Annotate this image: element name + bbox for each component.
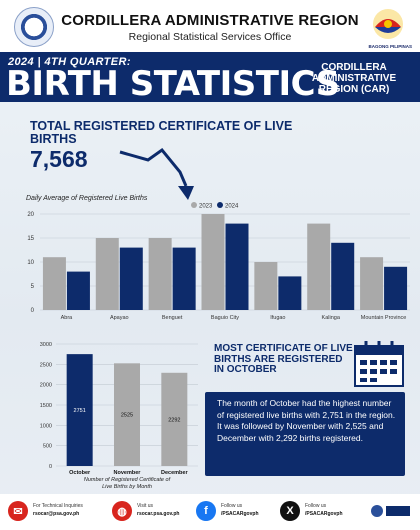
highlight-body: The month of October had the highest num… (217, 398, 396, 443)
chart-caption-line: Number of Registered Certificate of (84, 477, 171, 483)
highlight-box: The month of October had the highest num… (205, 392, 405, 476)
psa-seal-logo (14, 7, 54, 47)
highlight-title: MOST CERTIFICATE OF LIVE BIRTHS ARE REGI… (214, 343, 353, 375)
bar (114, 363, 140, 466)
x-tick-label: Benguet (162, 315, 183, 321)
footer: ✉ For Technical Inquiries rsocar@psa.gov… (0, 494, 420, 530)
banner-region: CORDILLERA ADMINISTRATIVE REGION (CAR) (311, 62, 397, 95)
x-tick-label: Kalinga (322, 315, 341, 321)
y-tick-label: 5 (31, 284, 35, 290)
x-tick-label: Abra (61, 315, 74, 321)
bar (95, 238, 119, 310)
y-tick-label: 1500 (40, 403, 52, 409)
legend-marker (217, 202, 223, 208)
bar (360, 257, 384, 310)
chart-caption: Number of Registered Certificate of Live … (84, 477, 171, 490)
footer-value: rsocar.psa.gov.ph (137, 511, 180, 517)
y-tick-label: 500 (43, 444, 52, 450)
bar (42, 257, 66, 310)
data-label: 2751 (74, 408, 86, 414)
legend-label: 2023 (199, 204, 213, 210)
bar (119, 247, 143, 310)
data-label: 2292 (168, 417, 180, 423)
partner-logos (371, 505, 410, 517)
footer-value: rsocar@psa.gov.ph (33, 511, 80, 517)
footer-value: /PSACARgovph (221, 511, 259, 517)
facebook-icon: f (196, 501, 216, 521)
y-tick-label: 2500 (40, 362, 52, 368)
y-tick-label: 10 (27, 260, 34, 266)
mail-icon: ✉ (8, 501, 28, 521)
bar (148, 238, 172, 310)
daily-average-chart: Daily Average of Registered Live Births 2… (26, 195, 410, 321)
y-tick-label: 2000 (40, 383, 52, 389)
bar (278, 276, 302, 310)
x-tick-label: Apayao (110, 315, 129, 321)
footer-label: Follow us (221, 503, 243, 509)
header-title: CORDILLERA ADMINISTRATIVE REGION (61, 12, 359, 29)
footer-label: Visit us (137, 503, 154, 509)
monthly-chart: 0 500 1000 1500 2000 2500 3000 2751 October 2525 N… (40, 342, 198, 490)
y-tick-label: 0 (31, 308, 35, 314)
footer-label: Follow us (305, 503, 327, 509)
chart-caption-line: Live Births by Month (102, 484, 152, 490)
bar (254, 262, 278, 310)
calendar-icon (354, 341, 404, 387)
bar (307, 223, 331, 310)
bar (331, 242, 355, 310)
header-subtitle: Regional Statistical Services Office (128, 31, 292, 43)
total-value: 7,568 (30, 146, 88, 172)
bar (66, 271, 90, 310)
bar (161, 372, 188, 466)
x-tick-label: December (161, 470, 188, 476)
bagong-pilipinas-text: BAGONG PILIPINAS (368, 44, 412, 49)
bar (225, 223, 249, 310)
x-tick-label: Baguio City (211, 315, 239, 321)
x-tick-label: October (69, 470, 91, 476)
chart-title: Daily Average of Registered Live Births (26, 195, 148, 202)
title-banner: 2024 | 4TH QUARTER: BIRTH STATISTICS COR… (0, 52, 420, 104)
legend-label: 2024 (225, 204, 239, 210)
trend-arrow-icon (119, 147, 194, 200)
x-tick-label: November (114, 470, 142, 476)
globe-icon: ◍ (112, 501, 132, 521)
footer-value: /PSACARgovph (305, 511, 343, 517)
x-icon: X (280, 501, 300, 521)
x-tick-label: Mountain Province (361, 315, 407, 321)
footer-label: For Technical Inquiries (33, 503, 83, 509)
total-label: TOTAL REGISTERED CERTIFICATE OF LIVE BIR… (30, 119, 293, 146)
y-tick-label: 0 (49, 464, 52, 470)
bar (172, 247, 196, 310)
data-label: 2525 (121, 413, 133, 419)
y-tick-label: 20 (27, 212, 34, 218)
quarter-tag: 2024 | 4TH QUARTER: (8, 56, 131, 68)
bagong-pilipinas-logo (373, 9, 403, 39)
legend-marker (191, 202, 197, 208)
bar (384, 266, 408, 310)
banner-title: BIRTH STATISTICS (6, 64, 340, 104)
x-tick-label: Ifugao (270, 315, 285, 321)
y-tick-label: 3000 (40, 342, 52, 348)
bar (201, 214, 225, 310)
bar (66, 354, 93, 466)
header: CORDILLERA ADMINISTRATIVE REGION Regiona… (0, 0, 420, 52)
y-tick-label: 15 (27, 236, 34, 242)
y-tick-label: 1000 (40, 423, 52, 429)
